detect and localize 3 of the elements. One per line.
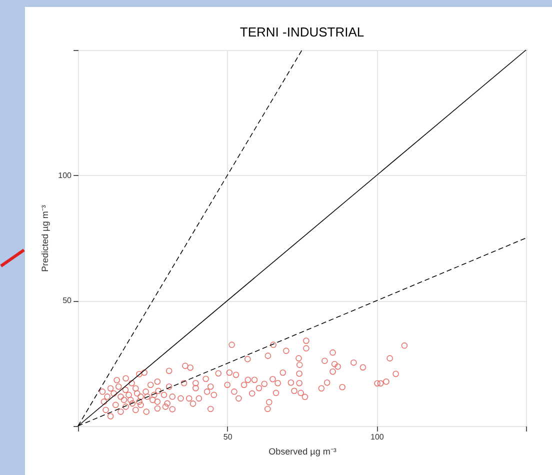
x-axis-title: Observed µg m⁻³ bbox=[268, 446, 336, 456]
chart-title: TERNI -INDUSTRIAL bbox=[240, 24, 364, 40]
y-axis-title: Predicted µg m⁻³ bbox=[40, 205, 50, 272]
